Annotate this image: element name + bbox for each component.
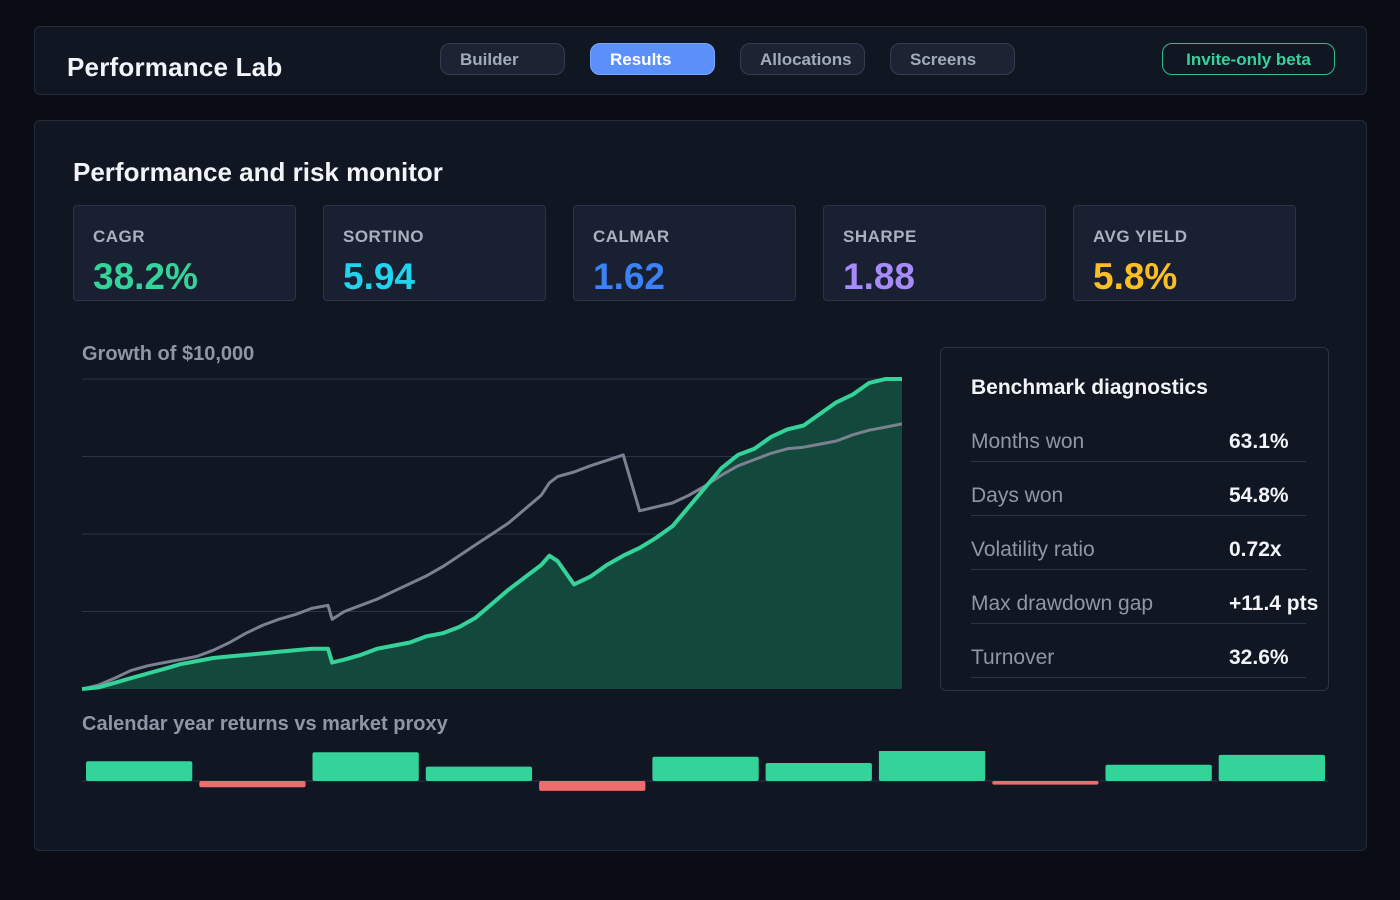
kpi-value: 5.94	[343, 256, 416, 297]
yearly-return-bar	[539, 781, 646, 791]
benchmark-value: 32.6%	[1229, 646, 1289, 669]
kpi-card-sharpe: SHARPE 1.88	[823, 205, 1046, 301]
benchmark-value: 63.1%	[1229, 430, 1289, 453]
benchmark-diagnostics-panel: Benchmark diagnostics Months won 63.1% D…	[940, 347, 1329, 691]
kpi-card-calmar: CALMAR 1.62	[573, 205, 796, 301]
yearly-return-bar	[992, 781, 1099, 785]
strategy-series-line	[82, 377, 902, 691]
yearly-return-bar	[652, 756, 759, 781]
growth-chart-title: Growth of $10,000	[82, 343, 255, 365]
kpi-value: 1.62	[593, 256, 666, 297]
brand-title: Performance Lab	[67, 52, 283, 82]
benchmark-label: Months won	[971, 430, 1085, 453]
beta-badge: Invite-only beta	[1162, 43, 1335, 75]
kpi-label: SORTINO	[343, 227, 424, 246]
benchmark-label: Max drawdown gap	[971, 592, 1154, 615]
yearly-returns-title: Calendar year returns vs market proxy	[82, 713, 448, 735]
kpi-label: CAGR	[93, 227, 146, 246]
page-title: Performance and risk monitor	[73, 157, 443, 187]
benchmark-value: 0.72x	[1229, 538, 1282, 561]
tab-bar: Builder Results Allocations Screens	[440, 43, 1015, 75]
kpi-label: AVG YIELD	[1093, 227, 1188, 246]
benchmark-label: Days won	[971, 484, 1064, 507]
tab-results[interactable]: Results	[590, 43, 715, 75]
kpi-label: SHARPE	[843, 227, 917, 246]
benchmark-label: Turnover	[971, 646, 1055, 669]
tab-builder[interactable]: Builder	[440, 43, 565, 75]
tab-screens[interactable]: Screens	[890, 43, 1015, 75]
benchmark-value: +11.4 pts	[1229, 592, 1319, 615]
kpi-value: 5.8%	[1093, 256, 1178, 297]
yearly-return-bar	[312, 752, 419, 781]
benchmark-label: Volatility ratio	[971, 538, 1095, 561]
top-navigation-bar: Performance Lab Builder Results Allocati…	[34, 26, 1367, 95]
kpi-value: 1.88	[843, 256, 916, 297]
kpi-card-cagr: CAGR 38.2%	[73, 205, 296, 301]
yearly-return-bar	[1218, 754, 1325, 781]
benchmark-row-volatility-ratio: Volatility ratio 0.72x	[971, 530, 1306, 570]
main-panel: Performance and risk monitor CAGR 38.2% …	[34, 120, 1367, 851]
kpi-label: CALMAR	[593, 227, 670, 246]
yearly-return-bar	[199, 781, 306, 788]
strategy-area-fill	[82, 379, 902, 689]
tab-allocations[interactable]: Allocations	[740, 43, 865, 75]
yearly-return-bar	[1105, 764, 1212, 781]
benchmark-value: 54.8%	[1229, 484, 1289, 507]
yearly-return-bar	[425, 766, 533, 781]
kpi-card-sortino: SORTINO 5.94	[323, 205, 546, 301]
kpi-value: 38.2%	[93, 256, 198, 297]
yearly-return-bar	[765, 763, 872, 781]
growth-chart	[82, 377, 902, 691]
yearly-returns-chart	[82, 751, 1328, 791]
benchmark-row-max-drawdown-gap: Max drawdown gap +11.4 pts	[971, 584, 1318, 624]
kpi-card-avg-yield: AVG YIELD 5.8%	[1073, 205, 1296, 301]
benchmark-title: Benchmark diagnostics	[971, 376, 1208, 399]
yearly-return-bar	[878, 751, 986, 781]
yearly-return-bar	[86, 761, 193, 781]
benchmark-row-days-won: Days won 54.8%	[971, 476, 1306, 516]
benchmark-row-months-won: Months won 63.1%	[971, 422, 1306, 462]
benchmark-row-turnover: Turnover 32.6%	[971, 638, 1306, 678]
benchmark-series-line	[82, 422, 902, 691]
